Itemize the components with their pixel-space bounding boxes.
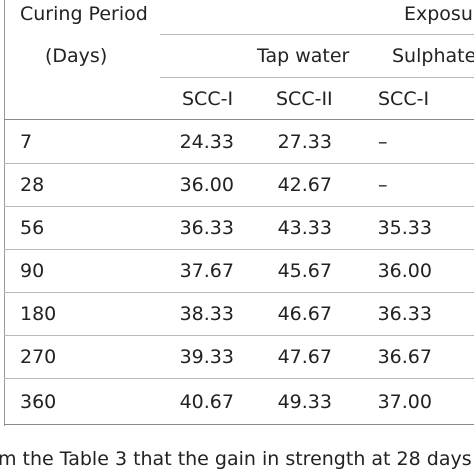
- row-rule: [4, 292, 474, 293]
- scc2-tap-heading: SCC-II: [276, 88, 333, 110]
- header-rule-medium: [160, 77, 474, 78]
- day-cell: 90: [20, 260, 45, 282]
- row-rule: [4, 335, 474, 336]
- scc1-tap-heading: SCC-I: [182, 88, 234, 110]
- value-cell: 36.33: [179, 217, 234, 239]
- value-cell: 40.67: [179, 391, 234, 413]
- days-unit-heading: (Days): [45, 45, 108, 67]
- row-rule: [4, 249, 474, 250]
- value-cell: –: [378, 131, 388, 153]
- value-cell: 46.67: [277, 303, 332, 325]
- value-cell: 35.33: [377, 217, 432, 239]
- value-cell: 47.67: [277, 346, 332, 368]
- row-rule: [4, 163, 474, 164]
- day-cell: 56: [20, 217, 45, 239]
- value-cell: 36.00: [179, 174, 234, 196]
- row-rule: [4, 206, 474, 207]
- row-rule: [4, 378, 474, 379]
- day-cell: 360: [20, 391, 57, 413]
- value-cell: 24.33: [179, 131, 234, 153]
- value-cell: 39.33: [179, 346, 234, 368]
- body-text-line: m the Table 3 that the gain in strength …: [0, 448, 474, 470]
- value-cell: 36.00: [377, 260, 432, 282]
- value-cell: 37.67: [179, 260, 234, 282]
- curing-period-heading: Curing Period: [20, 3, 148, 25]
- day-cell: 180: [20, 303, 57, 325]
- sulphate-heading: Sulphate: [392, 45, 474, 67]
- value-cell: 45.67: [277, 260, 332, 282]
- value-cell: 36.67: [377, 346, 432, 368]
- tap-water-heading: Tap water: [257, 45, 350, 67]
- value-cell: 27.33: [277, 131, 332, 153]
- scc1-sulphate-heading: SCC-I: [378, 88, 430, 110]
- header-rule-exposure: [160, 34, 474, 35]
- table-bottom-rule: [4, 424, 474, 425]
- value-cell: 42.67: [277, 174, 332, 196]
- value-cell: 36.33: [377, 303, 432, 325]
- header-bottom-rule: [4, 119, 474, 120]
- table-left-border: [4, 0, 5, 426]
- day-cell: 270: [20, 346, 57, 368]
- day-cell: 7: [20, 131, 33, 153]
- value-cell: 37.00: [377, 391, 432, 413]
- exposure-heading: Exposu: [404, 3, 473, 25]
- day-cell: 28: [20, 174, 45, 196]
- value-cell: –: [378, 174, 388, 196]
- value-cell: 43.33: [277, 217, 332, 239]
- value-cell: 38.33: [179, 303, 234, 325]
- value-cell: 49.33: [277, 391, 332, 413]
